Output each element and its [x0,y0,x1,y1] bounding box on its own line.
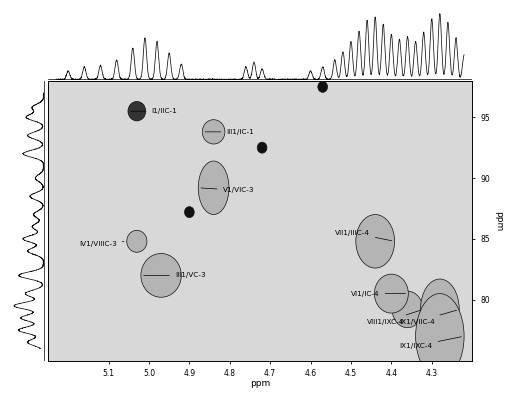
Ellipse shape [377,277,406,310]
Ellipse shape [131,105,143,118]
Ellipse shape [144,256,178,294]
Ellipse shape [141,253,181,297]
Ellipse shape [431,320,449,352]
Text: IV1/VIIlC-3: IV1/VIIlC-3 [79,241,124,247]
Ellipse shape [422,304,458,368]
Text: IIl1/IC-1: IIl1/IC-1 [205,129,254,135]
Ellipse shape [209,179,219,197]
Text: IIl1/VC-3: IIl1/VC-3 [143,272,206,279]
Text: V1/VIC-3: V1/VIC-3 [201,187,254,193]
Ellipse shape [201,165,226,210]
Ellipse shape [437,305,442,314]
Ellipse shape [388,290,394,297]
Ellipse shape [359,219,391,264]
Ellipse shape [374,274,409,313]
Ellipse shape [320,84,325,89]
Ellipse shape [421,279,459,340]
Ellipse shape [425,310,455,363]
Ellipse shape [203,120,225,144]
Ellipse shape [398,299,417,320]
Ellipse shape [395,295,420,324]
Ellipse shape [129,233,144,249]
Ellipse shape [318,82,328,92]
Ellipse shape [149,263,173,288]
Ellipse shape [401,302,414,317]
Ellipse shape [134,108,140,114]
Text: VII1/IIIC-4: VII1/IIIC-4 [335,230,392,241]
Ellipse shape [134,239,139,244]
Ellipse shape [419,299,461,374]
Ellipse shape [366,228,385,255]
Ellipse shape [204,170,224,206]
Ellipse shape [416,294,464,379]
Ellipse shape [429,292,451,327]
Ellipse shape [437,331,443,342]
Text: VIII1/IXC-4: VIII1/IXC-4 [367,310,420,325]
Ellipse shape [208,126,219,138]
Text: I1/IIC-1: I1/IIC-1 [131,108,177,114]
Ellipse shape [428,315,452,357]
Ellipse shape [184,207,194,217]
Ellipse shape [156,269,167,282]
Ellipse shape [205,123,222,141]
Ellipse shape [187,209,192,215]
Ellipse shape [383,284,400,303]
Ellipse shape [386,287,397,300]
Ellipse shape [211,183,216,192]
Ellipse shape [423,283,457,335]
Ellipse shape [198,161,229,215]
Y-axis label: ppm: ppm [494,210,503,231]
Text: IX1/VIIC-4: IX1/VIIC-4 [399,310,457,325]
Ellipse shape [432,296,448,322]
Ellipse shape [434,301,445,318]
Ellipse shape [392,291,423,328]
Ellipse shape [146,260,176,291]
Ellipse shape [132,236,142,247]
Ellipse shape [257,142,267,153]
Ellipse shape [434,325,446,347]
Ellipse shape [356,215,394,268]
Text: VI1/IC-4: VI1/IC-4 [351,291,406,297]
Ellipse shape [369,232,382,250]
Ellipse shape [405,306,411,313]
Ellipse shape [211,129,217,135]
Ellipse shape [362,223,388,259]
Ellipse shape [426,288,453,331]
Ellipse shape [158,272,164,279]
X-axis label: ppm: ppm [250,379,270,388]
Ellipse shape [372,237,378,246]
Ellipse shape [153,266,170,285]
Ellipse shape [206,175,221,201]
Ellipse shape [380,281,402,307]
Ellipse shape [127,230,147,252]
Text: IX1/IXC-4: IX1/IXC-4 [399,337,462,349]
Ellipse shape [128,101,146,121]
Ellipse shape [260,145,265,151]
